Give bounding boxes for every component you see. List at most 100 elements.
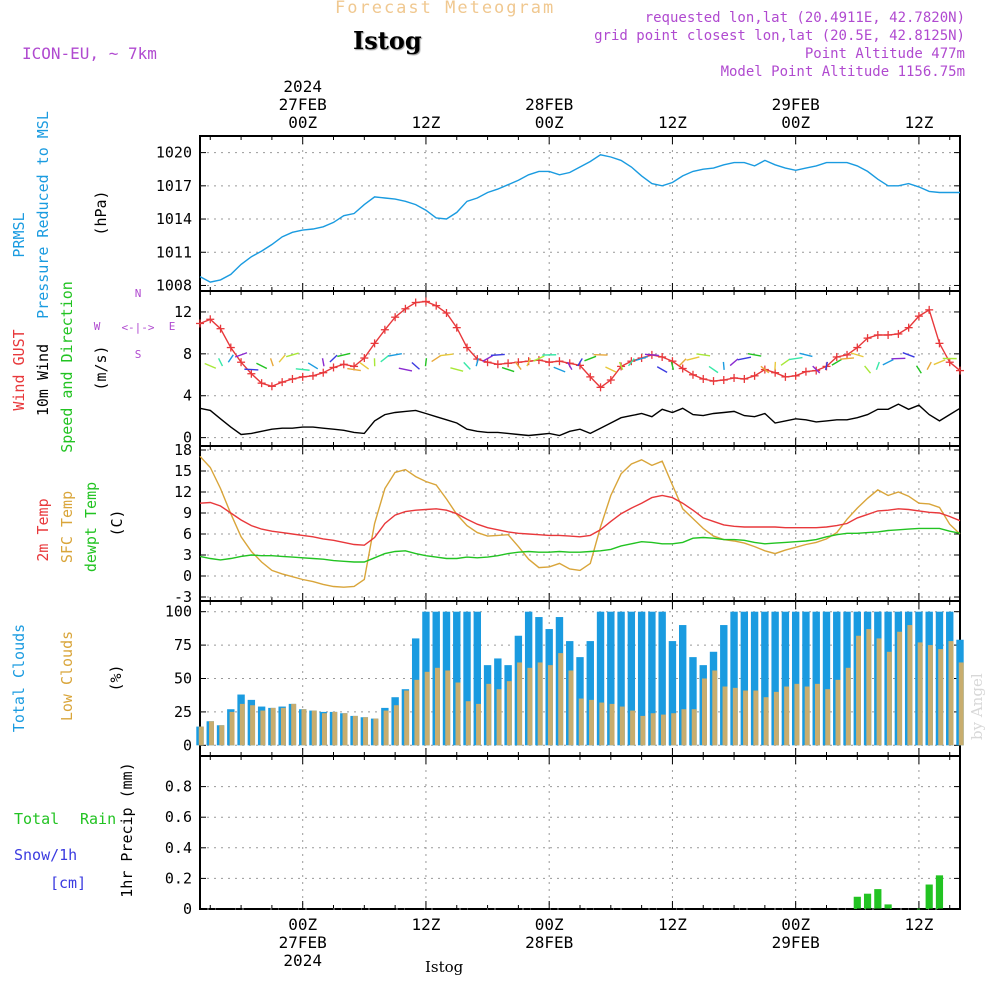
y-tick-label: 0 <box>183 567 192 585</box>
low-cloud-bar <box>445 670 451 746</box>
low-cloud-bar <box>773 691 779 746</box>
gust-ylabel: Wind GUST <box>10 329 28 410</box>
temp-2m-line <box>199 494 961 546</box>
time-label-bottom: 29FEB <box>772 933 820 952</box>
total-cloud-bar <box>720 625 728 746</box>
time-label-top: 27FEB <box>279 95 327 114</box>
wind-arrow <box>227 354 234 363</box>
wind-arrow <box>439 353 454 357</box>
low-cloud-bar <box>712 670 718 746</box>
wind-arrow <box>605 366 617 373</box>
y-tick-label: 0.6 <box>165 808 192 826</box>
rain-bar <box>935 875 944 909</box>
panel-frame <box>199 135 961 292</box>
wind-arrow <box>285 352 299 358</box>
wind-arrow <box>204 362 217 369</box>
total-cloud-bar <box>679 625 687 746</box>
wind-arrow <box>329 354 338 363</box>
precip-legend-snow: Snow/1h <box>14 846 77 864</box>
precip-legend-rain: Rain <box>80 810 116 828</box>
wind-arrow <box>450 367 464 372</box>
low-cloud-bar <box>558 653 564 746</box>
low-cloud-bar <box>363 717 369 746</box>
gust-line <box>199 300 961 389</box>
low-cloud-bar <box>825 689 831 746</box>
y-tick-label: 3 <box>183 546 192 564</box>
pressure-unit: (hPa) <box>92 190 110 235</box>
wind-arrow <box>686 356 700 361</box>
dewpt-temp-line <box>199 527 961 563</box>
low-cloud-bar <box>804 686 810 746</box>
wind-arrow <box>627 358 635 367</box>
total-cloud-bar <box>668 641 677 746</box>
low-cloud-bar <box>239 703 245 746</box>
low-cloud-bar <box>465 701 471 746</box>
time-label-top: 28FEB <box>525 95 573 114</box>
wind-arrow <box>526 358 531 367</box>
wind-arrow <box>902 352 915 358</box>
wind-arrow <box>864 365 872 374</box>
low-cloud-bar <box>291 703 297 746</box>
wind-arrow <box>295 368 310 371</box>
wind-arrow <box>577 358 583 367</box>
low-cloud-bar <box>886 651 892 746</box>
wind-arrow <box>321 358 325 367</box>
y-tick-label: 12 <box>174 483 192 501</box>
dewpt-temp-ylabel: dewpt Temp <box>82 482 100 572</box>
low-cloud-bar <box>383 710 389 746</box>
low-clouds-ylabel: Low Clouds <box>58 631 76 721</box>
wind-arrow <box>553 366 566 373</box>
low-cloud-bar <box>743 690 749 746</box>
y-tick-label: 0.4 <box>165 839 192 857</box>
y-tick-label: 0 <box>183 900 192 918</box>
time-label-bottom: 12Z <box>658 915 687 934</box>
low-cloud-bar <box>938 649 944 746</box>
rain-bar <box>884 904 892 909</box>
wind-arrow <box>840 357 855 360</box>
panel-frame <box>199 755 961 910</box>
wind-arrow <box>337 352 351 358</box>
y-tick-label: 9 <box>183 504 192 522</box>
low-cloud-bar <box>681 709 687 746</box>
total-cloud-bar <box>607 611 615 746</box>
y-tick-label: 0.8 <box>165 778 192 796</box>
total-cloud-bar <box>771 611 779 746</box>
time-label-top: 12Z <box>658 113 687 132</box>
low-cloud-bar <box>229 711 235 746</box>
wind-arrow <box>398 367 413 372</box>
time-label-top: 12Z <box>411 113 440 132</box>
y-tick-label: 1020 <box>156 144 192 162</box>
low-cloud-bar <box>671 713 677 746</box>
total-cloud-bar <box>586 641 594 746</box>
wind-dir-ylabel: Speed and Direction <box>58 281 76 453</box>
y-tick-label: 6 <box>183 525 192 543</box>
total-cloud-bar <box>689 657 697 746</box>
total-cloud-bar <box>617 611 625 746</box>
low-cloud-bar <box>650 713 656 746</box>
wind-arrow <box>933 359 946 366</box>
compass-east: E <box>169 320 176 333</box>
wind-arrow <box>533 355 545 362</box>
wind-arrow <box>515 361 522 370</box>
total-cloud-bar <box>833 611 841 746</box>
wind-arrow <box>217 358 224 367</box>
total-cloud-bar <box>658 611 666 746</box>
time-label-top: 00Z <box>535 113 564 132</box>
model-label: ICON-EU, ~ 7km <box>22 44 157 63</box>
low-cloud-bar <box>332 711 338 746</box>
time-label-bottom: 2024 <box>283 951 322 970</box>
wind-arrow <box>424 358 428 367</box>
y-tick-label: 1008 <box>156 276 192 294</box>
low-cloud-bar <box>250 705 256 746</box>
total-cloud-bar <box>791 611 800 746</box>
low-cloud-bar <box>763 697 769 746</box>
y-tick-label: 75 <box>174 636 192 654</box>
wind-arrow <box>891 357 906 360</box>
wind-arrow <box>347 367 361 372</box>
low-cloud-bar <box>845 667 851 746</box>
y-tick-label: 1011 <box>156 243 192 261</box>
wind-arrow <box>380 354 390 363</box>
total-cloud-bar <box>627 611 636 746</box>
compass-arrows: <-|-> <box>121 321 154 334</box>
